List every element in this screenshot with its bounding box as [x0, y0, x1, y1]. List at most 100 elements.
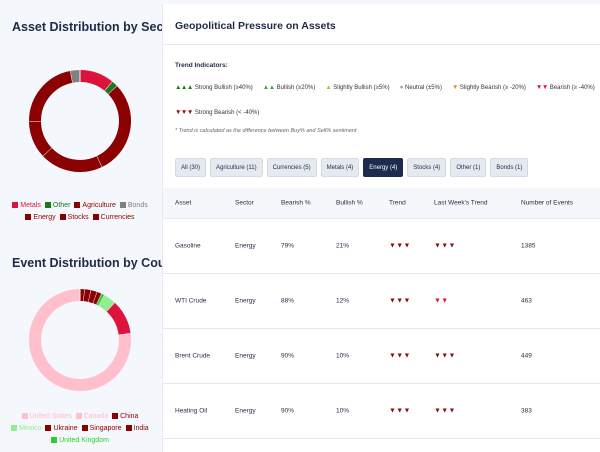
event-slice-india[interactable]	[93, 292, 102, 305]
table-row[interactable]: WTI Crude Energy 88% 12% ▼▼▼ ▼▼ 463	[163, 274, 600, 329]
cell-asset: WTI Crude	[175, 297, 207, 305]
asset-slice-other[interactable]	[104, 81, 118, 95]
filter-button-metals[interactable]: Metals (4)	[320, 158, 360, 177]
event-legend-item[interactable]: United Kingdom	[51, 435, 109, 447]
trend-indicator-label: Strong Bullish (≥40%)	[194, 85, 253, 91]
asset-legend-label: Bonds	[127, 202, 148, 209]
asset-legend-swatch	[44, 201, 51, 208]
cell-events: 449	[521, 352, 532, 360]
trend-indicator-label: Neutral (±5%)	[405, 85, 442, 91]
asset-legend-label: Metals	[20, 202, 41, 209]
trend-note: * Trend is calculated as the difference …	[175, 128, 357, 134]
filter-button-stocks[interactable]: Stocks (4)	[407, 158, 447, 177]
cell-bearish: 90%	[281, 407, 295, 415]
asset-slice-separator	[108, 85, 118, 95]
asset-slice-stocks[interactable]	[42, 147, 102, 172]
event-legend-item[interactable]: China	[112, 411, 138, 423]
column-header-sector[interactable]: Sector	[235, 199, 254, 207]
column-header-trend[interactable]: Trend	[389, 199, 406, 207]
asset-distribution-legend: Metals Other Agriculture Bonds Energy Stocks C…	[4, 200, 156, 224]
event-legend-label: Ukraine	[53, 425, 78, 432]
asset-distribution-donut	[29, 70, 131, 172]
cell-asset: Brent Crude	[175, 352, 211, 360]
filter-button-all[interactable]: All (30)	[175, 158, 207, 177]
filter-button-bonds[interactable]: Bonds (1)	[490, 158, 529, 177]
trend-indicator-slightly-bullish: ▲ Slightly Bullish (≥5%)	[325, 84, 389, 91]
asset-legend-item[interactable]: Other	[44, 200, 71, 212]
cell-sector: Energy	[235, 407, 256, 415]
event-legend-item[interactable]: Ukraine	[45, 423, 78, 435]
event-slice-singapore[interactable]	[88, 290, 98, 304]
table-row[interactable]: Gasoline Energy 79% 21% ▼▼▼ ▼▼▼ 1385	[163, 219, 600, 274]
event-legend-swatch	[45, 424, 52, 431]
table-header-row: Asset Sector Bearish % Bullish % Trend Last W…	[163, 188, 600, 219]
cell-bearish: 90%	[281, 352, 295, 360]
event-legend-label: Singapore	[89, 425, 122, 432]
event-slice-ukraine[interactable]	[83, 289, 92, 302]
trend-triangle-down-icon: ▼▼▼	[389, 352, 411, 360]
asset-legend-swatch	[119, 201, 126, 208]
panel-title: Geopolitical Pressure on Assets	[175, 20, 336, 32]
asset-legend-label: Other	[52, 202, 71, 209]
event-legend-swatch	[51, 436, 58, 443]
trend-indicator-neutral: ● Neutral (±5%)	[400, 84, 442, 91]
asset-legend-item[interactable]: Currencies	[92, 212, 135, 224]
event-legend-swatch	[21, 412, 28, 419]
geopolitical-pressure-panel: Geopolitical Pressure on Assets Trend In…	[162, 4, 600, 452]
triangle-up-icon: ▲	[325, 84, 332, 91]
event-legend-swatch	[112, 412, 119, 419]
event-distribution-donut	[29, 289, 131, 391]
last-week-trend-triangle-down-icon: ▼▼▼	[434, 407, 456, 415]
event-legend-item[interactable]: Canada	[75, 411, 108, 423]
event-distribution-title: Event Distribution by Country	[12, 256, 190, 270]
event-legend-label: United States	[29, 413, 72, 420]
asset-slice-metals[interactable]	[79, 70, 113, 92]
filter-button-currencies[interactable]: Currencies (5)	[266, 158, 317, 177]
trend-indicator-label: Strong Bearish (< -40%)	[194, 110, 260, 116]
trend-indicator-label: Bullish (≥20%)	[276, 85, 316, 91]
table-row[interactable]: Brent Crude Energy 90% 10% ▼▼▼ ▼▼▼ 449	[163, 329, 600, 384]
event-legend-item[interactable]: United States	[21, 411, 72, 423]
asset-legend-item[interactable]: Energy	[25, 212, 56, 224]
asset-legend-label: Currencies	[100, 214, 135, 221]
event-legend-item[interactable]: Singapore	[81, 423, 122, 435]
event-legend-item[interactable]: India	[125, 423, 149, 435]
filter-button-energy[interactable]: Energy (4)	[363, 158, 404, 177]
event-legend-swatch	[11, 424, 18, 431]
event-slice-canada[interactable]	[106, 302, 131, 336]
trend-indicator-strong-bullish: ▲▲▲ Strong Bullish (≥40%)	[175, 84, 253, 91]
asset-legend-item[interactable]: Metals	[12, 200, 41, 212]
trend-indicator-slightly-bearish: ▼ Slightly Bearish (≥ -20%)	[452, 84, 526, 91]
asset-legend-item[interactable]: Agriculture	[74, 200, 116, 212]
event-distribution-legend: United States Canada China Mexico Ukraine Sin…	[4, 411, 156, 447]
cell-bullish: 10%	[336, 352, 350, 360]
trend-indicators-row: ▲▲▲ Strong Bullish (≥40%) ▲▲ Bullish (≥20%)…	[175, 84, 600, 91]
asset-slice-agriculture[interactable]	[96, 86, 131, 168]
column-header-bullish[interactable]: Bullish %	[336, 199, 363, 207]
cell-bearish: 79%	[281, 242, 295, 250]
event-legend-swatch	[75, 412, 82, 419]
event-legend-swatch	[81, 424, 88, 431]
column-header-asset[interactable]: Asset	[175, 199, 192, 207]
asset-slice-currencies[interactable]	[29, 120, 52, 156]
event-legend-item[interactable]: Mexico	[11, 423, 41, 435]
event-slice-united-states[interactable]	[29, 289, 131, 391]
triangle-down-icon: ▼▼	[535, 84, 548, 91]
cell-sector: Energy	[235, 352, 256, 360]
asset-legend-item[interactable]: Stocks	[59, 212, 89, 224]
column-header-number-of-events[interactable]: Number of Events	[521, 199, 574, 207]
asset-legend-item[interactable]: Bonds	[119, 200, 148, 212]
cell-sector: Energy	[235, 297, 256, 305]
event-slice-mexico[interactable]	[98, 295, 115, 312]
filter-button-agriculture[interactable]: Agriculture (11)	[210, 158, 263, 177]
column-header-bearish[interactable]: Bearish %	[281, 199, 311, 207]
cell-bullish: 21%	[336, 242, 350, 250]
triangle-down-icon: ▼	[451, 84, 458, 91]
asset-slice-energy[interactable]	[29, 70, 73, 122]
filter-button-other[interactable]: Other (1)	[450, 158, 487, 177]
column-header-last-week-s-trend[interactable]: Last Week's Trend	[434, 199, 488, 207]
asset-slice-separator	[42, 147, 52, 157]
triangle-down-icon: ▼▼▼	[175, 109, 193, 116]
asset-slice-bonds[interactable]	[70, 70, 81, 83]
table-row[interactable]: Heating Oil Energy 90% 10% ▼▼▼ ▼▼▼ 383	[163, 384, 600, 439]
